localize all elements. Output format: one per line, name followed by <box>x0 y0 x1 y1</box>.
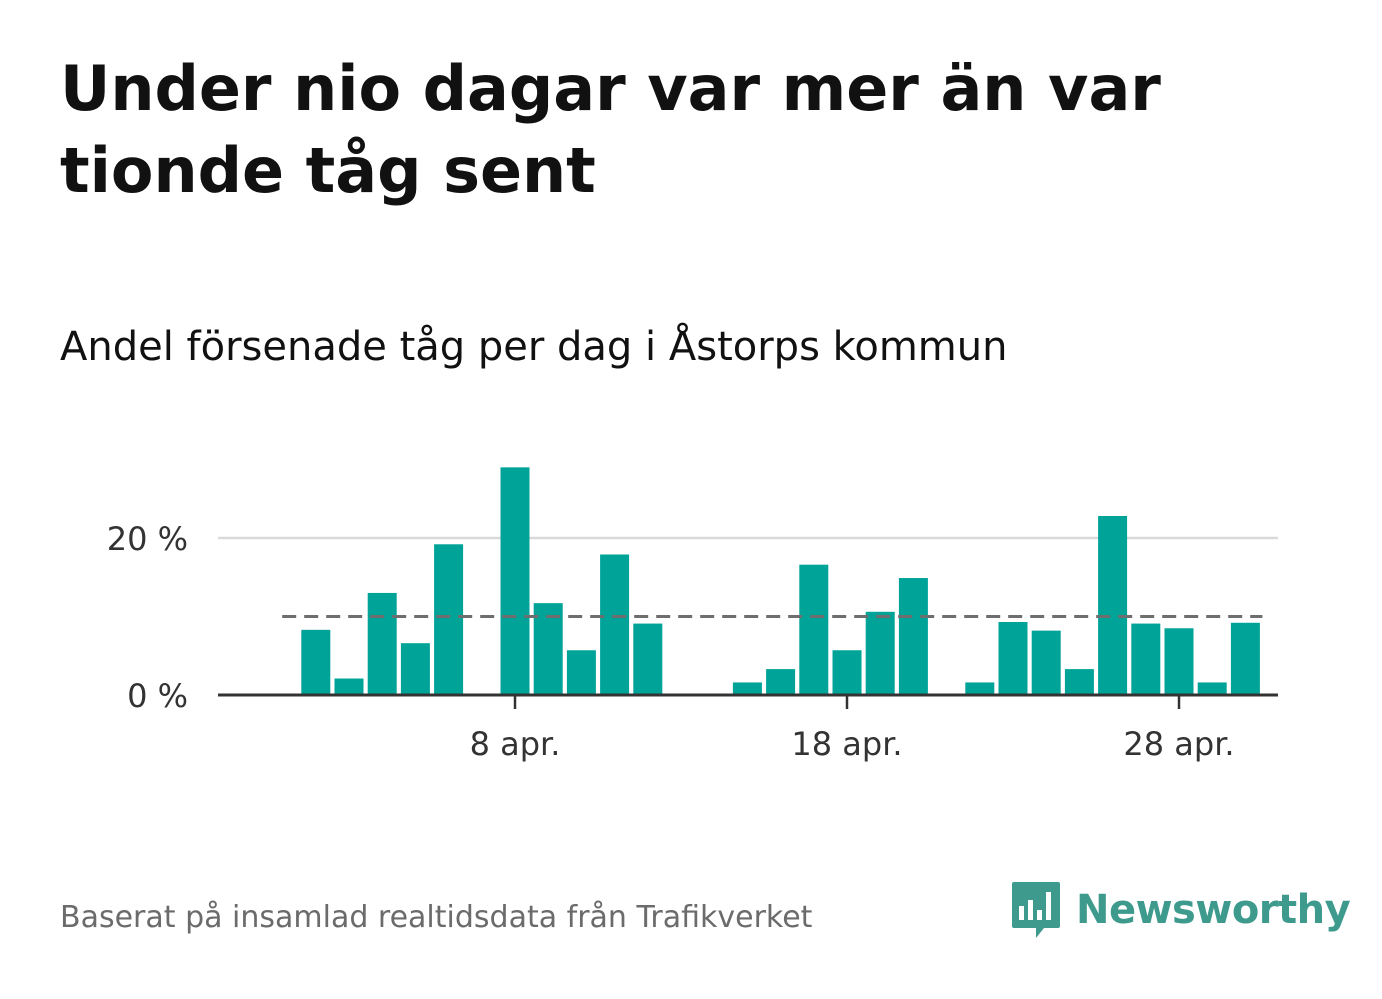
bar-chart-speech-bubble-icon <box>1012 882 1060 938</box>
y-tick-label: 20 % <box>107 520 188 558</box>
bar <box>1230 622 1260 695</box>
bar <box>533 603 563 695</box>
bar <box>400 643 430 695</box>
x-tick-label: 8 apr. <box>470 725 561 763</box>
bar <box>965 682 995 695</box>
bar <box>898 578 928 695</box>
bar <box>1098 516 1128 695</box>
bar <box>633 623 663 695</box>
bar <box>434 544 464 695</box>
bar <box>334 678 364 695</box>
bar <box>367 592 397 695</box>
y-tick-label: 0 % <box>127 677 188 715</box>
bar-series <box>301 467 1260 695</box>
bar <box>799 564 829 695</box>
bar <box>301 629 331 695</box>
bar <box>832 650 862 695</box>
bar <box>500 467 530 695</box>
bar <box>566 650 596 695</box>
axes: 0 % 20 % 8 apr. 18 apr. 28 apr. <box>107 520 1278 763</box>
bar <box>998 621 1028 695</box>
bar <box>1031 630 1061 695</box>
bar <box>732 682 762 695</box>
bar <box>1131 623 1161 695</box>
source-note: Baserat på insamlad realtidsdata från Tr… <box>60 900 813 935</box>
chart-subtitle: Andel försenade tåg per dag i Åstorps ko… <box>60 324 1008 370</box>
bar <box>766 669 796 695</box>
newsworthy-logo: Newsworthy <box>1010 878 1351 942</box>
bar <box>1164 628 1194 695</box>
bar <box>865 611 895 695</box>
bar <box>1064 669 1094 695</box>
x-tick-label: 28 apr. <box>1123 725 1234 763</box>
brand-name: Newsworthy <box>1076 887 1351 933</box>
x-tick-label: 18 apr. <box>791 725 902 763</box>
bar <box>600 554 630 695</box>
bar <box>1197 682 1227 695</box>
chart-title: Under nio dagar var mer än var tionde tå… <box>60 52 1161 207</box>
